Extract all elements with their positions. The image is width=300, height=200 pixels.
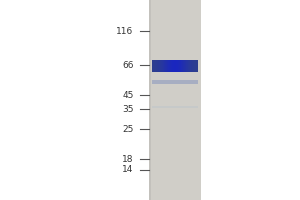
Bar — [182, 60, 183, 72]
Bar — [195, 60, 196, 72]
Bar — [191, 60, 192, 72]
Bar — [152, 60, 153, 72]
Bar — [157, 60, 158, 72]
Bar — [167, 60, 168, 72]
Bar — [162, 60, 163, 72]
Bar — [164, 60, 165, 72]
Bar — [155, 60, 156, 72]
Bar — [174, 60, 175, 72]
Bar — [190, 60, 191, 72]
Bar — [178, 60, 179, 72]
Bar — [148, 0, 201, 200]
Bar — [196, 60, 197, 72]
Bar — [175, 60, 176, 72]
Bar — [165, 60, 166, 72]
Text: 14: 14 — [122, 166, 134, 174]
Bar — [159, 60, 160, 72]
Bar — [172, 60, 173, 72]
Bar — [184, 60, 185, 72]
Bar — [148, 0, 151, 200]
Text: 66: 66 — [122, 60, 134, 70]
Text: 45: 45 — [122, 90, 134, 99]
Bar — [193, 60, 194, 72]
Bar — [168, 60, 169, 72]
Bar — [171, 60, 172, 72]
Bar — [170, 60, 171, 72]
Bar — [180, 60, 181, 72]
Bar — [152, 106, 198, 108]
Bar — [179, 60, 180, 72]
Bar — [158, 60, 159, 72]
Bar — [197, 60, 198, 72]
Text: 116: 116 — [116, 26, 134, 36]
Text: 18: 18 — [122, 154, 134, 164]
Bar — [163, 60, 164, 72]
Bar — [177, 60, 178, 72]
Bar — [194, 60, 195, 72]
Bar — [169, 60, 170, 72]
Bar — [176, 60, 177, 72]
Bar — [173, 60, 174, 72]
Bar — [188, 60, 189, 72]
Text: 35: 35 — [122, 105, 134, 114]
Bar — [156, 60, 157, 72]
Bar — [189, 60, 190, 72]
Text: 25: 25 — [122, 124, 134, 134]
Bar — [161, 60, 162, 72]
Bar — [152, 80, 198, 84]
Bar — [183, 60, 184, 72]
Bar — [160, 60, 161, 72]
Bar — [154, 60, 155, 72]
Bar — [181, 60, 182, 72]
Bar — [192, 60, 193, 72]
Bar — [187, 60, 188, 72]
Bar — [185, 60, 186, 72]
Bar — [153, 60, 154, 72]
Bar — [186, 60, 187, 72]
